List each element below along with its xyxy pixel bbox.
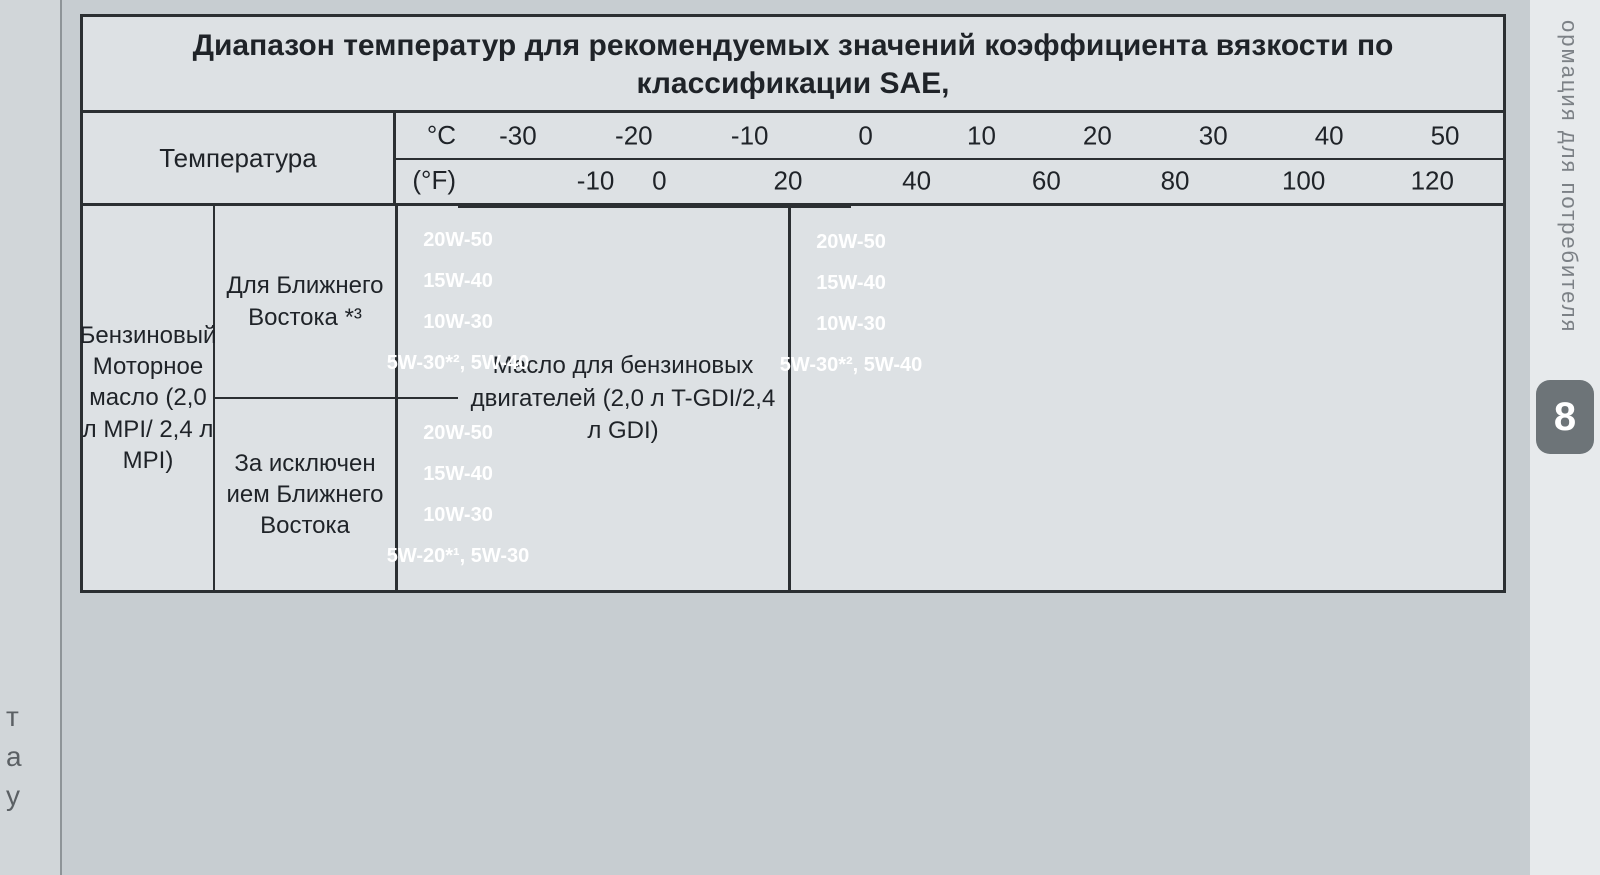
tick-c: -30 <box>499 120 537 151</box>
viscosity-chart: Диапазон температур для рекомендуемых зн… <box>80 14 1506 593</box>
tick-c: 10 <box>967 120 996 151</box>
tick-f: 80 <box>1161 165 1190 196</box>
chapter-tab: 8 <box>1536 380 1594 454</box>
unit-celsius: °C <box>396 120 460 151</box>
chart-header: Температура °C -30-20-1001020304050 (°F)… <box>83 113 1503 206</box>
tick-c: -20 <box>615 120 653 151</box>
tick-f: 40 <box>902 165 931 196</box>
scale-celsius: °C -30 -20 -10 0 10 20 30 40 50 <box>396 113 1503 160</box>
row-header-label: Температура <box>83 113 396 203</box>
tick-c: 30 <box>1199 120 1228 151</box>
scale-fahrenheit: (°F) -10 0 20 40 60 80 100 120 <box>396 158 1503 203</box>
region-label: Для Ближнего Востока *³ <box>215 206 395 397</box>
engine-type-label: Масло для бензиновых двигателей (2,0 л T… <box>458 208 791 590</box>
tick-f: 100 <box>1282 165 1325 196</box>
tick-f: 60 <box>1032 165 1061 196</box>
tick-f: -10 <box>577 165 615 196</box>
bars-area: 20W-5015W-4010W-305W-20*¹, 5W-30 <box>398 399 458 590</box>
tick-f: 20 <box>773 165 802 196</box>
unit-fahrenheit: (°F) <box>396 165 460 196</box>
tick-c: 20 <box>1083 120 1112 151</box>
chart-title: Диапазон температур для рекомендуемых зн… <box>83 17 1503 113</box>
scale-area: °C -30-20-1001020304050 (°F) -1002040608… <box>396 113 1503 203</box>
chart-body: Бензиновый Моторное масло (2,0 л MPI/ 2,… <box>83 206 1503 590</box>
tick-c: 40 <box>1315 120 1344 151</box>
tick-f: 120 <box>1411 165 1454 196</box>
tick-c: 50 <box>1431 120 1460 151</box>
page-left-edge: т а у <box>0 0 62 875</box>
region-label: За исключен ием Ближнего Востока <box>215 399 395 590</box>
left-edge-letters: т а у <box>6 697 22 815</box>
bars-area: 20W-5015W-4010W-305W-30*², 5W-40 <box>398 206 458 397</box>
engine-type-label: Бензиновый Моторное масло (2,0 л MPI/ 2,… <box>83 206 213 590</box>
tick-c: 0 <box>858 120 872 151</box>
tick-c: -10 <box>731 120 769 151</box>
bars-area: 20W-5015W-4010W-305W-30*², 5W-40 <box>791 208 851 590</box>
tick-f: 0 <box>652 165 666 196</box>
side-running-text: ормация для потребителя <box>1556 20 1582 333</box>
